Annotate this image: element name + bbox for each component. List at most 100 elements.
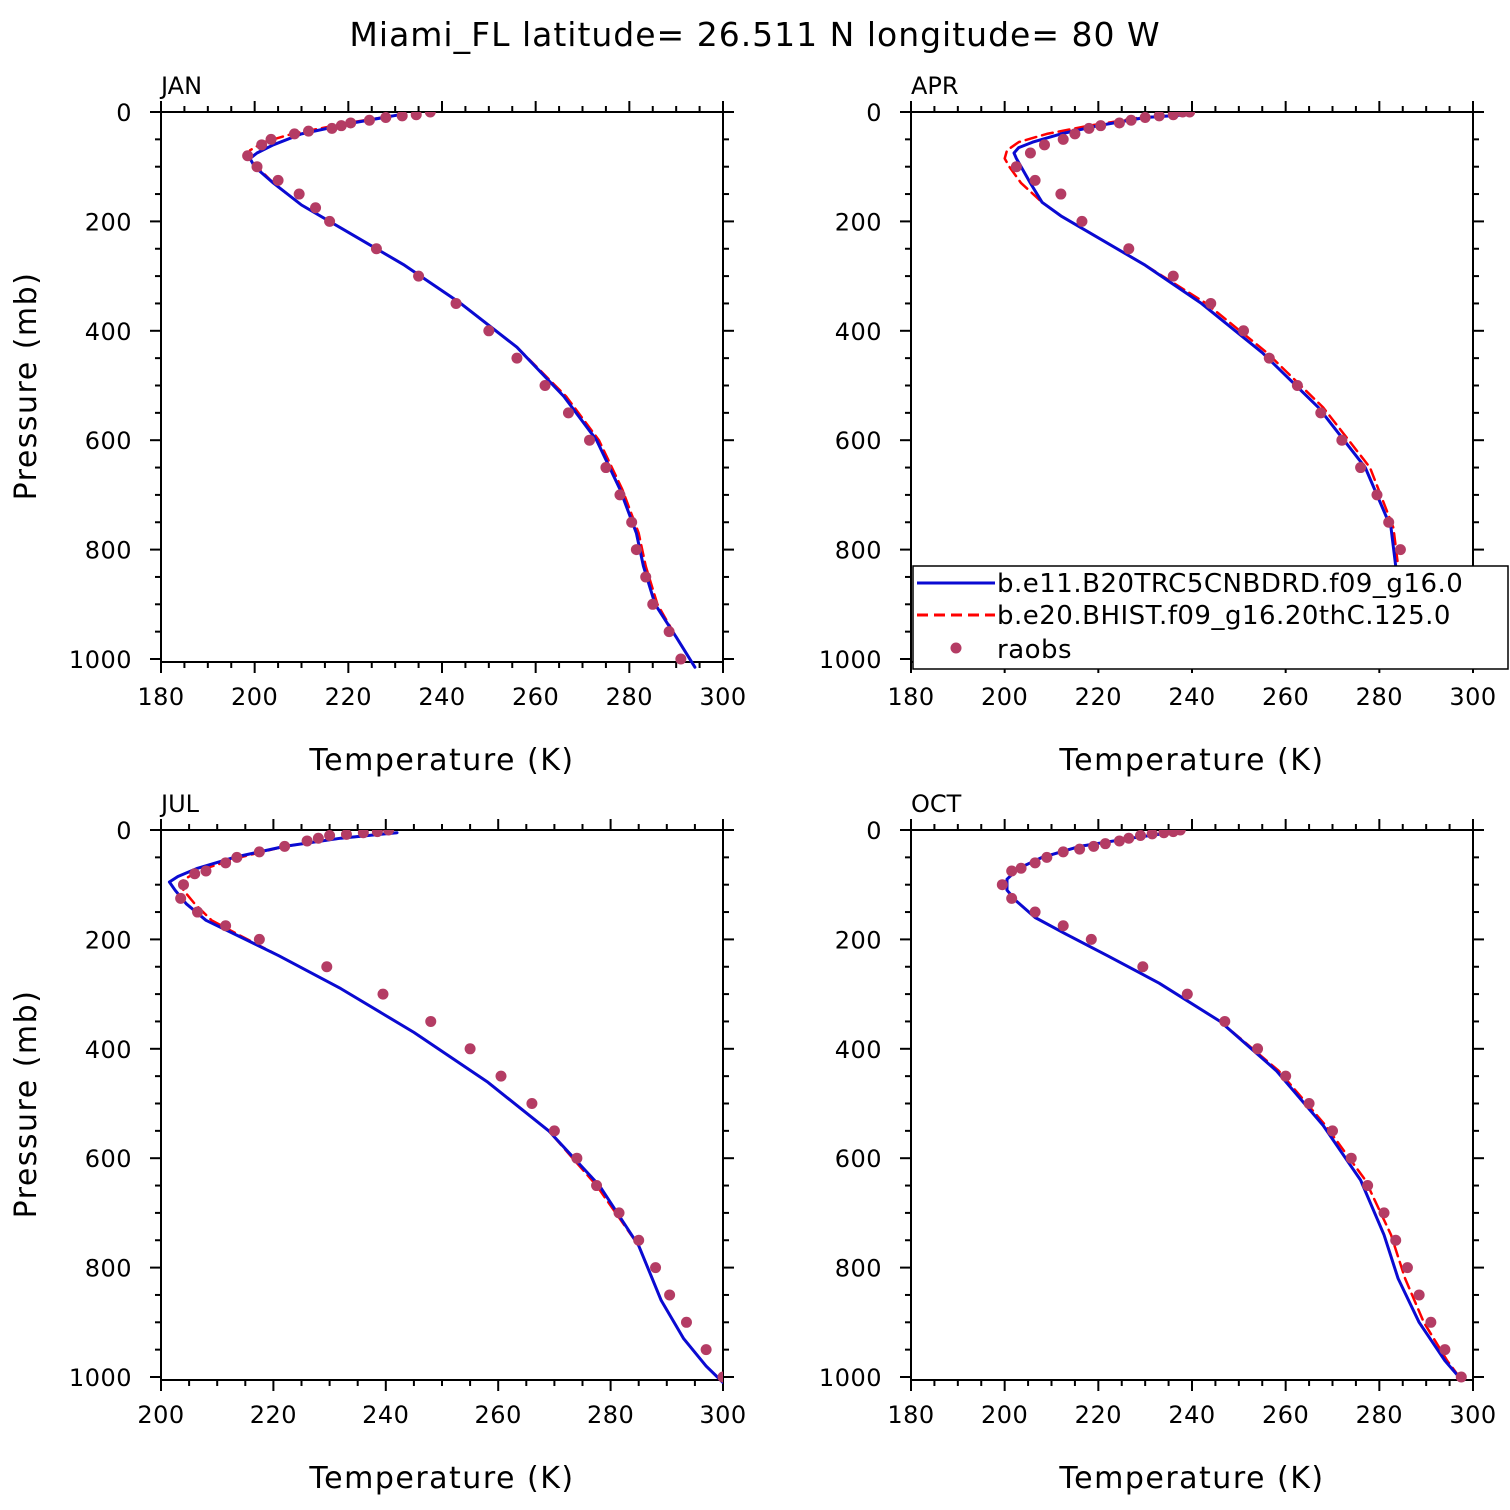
raobs-point-apr	[1038, 139, 1050, 151]
raobs-point-jan	[450, 297, 462, 309]
y-tick-label-jul: 400	[85, 1036, 132, 1064]
y-tick-label-jan: 600	[85, 427, 132, 455]
raobs-point-jul	[371, 830, 383, 838]
raobs-point-oct	[1303, 1098, 1315, 1109]
x-tick-label-oct: 300	[1449, 1401, 1496, 1429]
x-tick-label-apr: 260	[1262, 683, 1309, 711]
x-tick-label-apr: 280	[1356, 683, 1403, 711]
raobs-point-jul	[526, 1098, 538, 1109]
plot-area-oct	[996, 830, 1467, 1383]
raobs-point-jan	[511, 352, 523, 364]
x-tick-label-oct: 240	[1168, 1401, 1215, 1429]
x-tick-label-jul: 280	[587, 1401, 634, 1429]
panel-title-jan: JAN	[159, 72, 202, 100]
x-tick-label-jan: 180	[137, 683, 184, 711]
y-tick-label-jul: 1000	[69, 1364, 132, 1392]
y-tick-label-oct: 200	[835, 926, 882, 954]
raobs-point-oct	[1099, 838, 1111, 850]
raobs-point-jul	[192, 906, 204, 918]
raobs-point-jul	[301, 835, 313, 847]
raobs-point-jan	[562, 407, 574, 419]
y-tick-label-oct: 600	[835, 1145, 882, 1173]
raobs-point-oct	[1006, 865, 1018, 877]
raobs-point-apr	[1095, 120, 1107, 132]
raobs-point-apr	[1069, 128, 1081, 140]
y-tick-label-apr: 800	[835, 537, 882, 565]
x-axis-label-jan: Temperature (K)	[308, 743, 574, 778]
x-tick-label-oct: 200	[981, 1401, 1028, 1429]
raobs-point-oct	[1029, 857, 1041, 869]
raobs-point-oct	[1401, 1262, 1413, 1274]
raobs-point-jan	[326, 122, 338, 134]
raobs-point-oct	[1006, 892, 1018, 904]
raobs-point-jan	[251, 161, 263, 173]
raobs-point-jul	[312, 832, 324, 844]
x-tick-label-jul: 200	[137, 1401, 184, 1429]
raobs-point-oct	[1085, 933, 1097, 945]
raobs-point-oct	[1378, 1207, 1390, 1219]
raobs-point-oct	[1362, 1180, 1374, 1192]
raobs-point-jan	[335, 120, 347, 132]
plot-frame-oct	[910, 829, 1474, 1381]
x-tick-label-oct: 220	[1075, 1401, 1122, 1429]
plot-frame-jan	[160, 111, 724, 663]
raobs-point-oct	[1439, 1344, 1451, 1356]
x-tick-label-jan: 280	[606, 683, 653, 711]
raobs-point-jul	[383, 830, 395, 836]
raobs-point-oct	[1041, 851, 1053, 863]
raobs-point-jan	[675, 653, 687, 665]
y-tick-label-jan: 400	[85, 318, 132, 346]
x-tick-label-apr: 200	[981, 683, 1028, 711]
y-tick-label-apr: 600	[835, 427, 882, 455]
series-line-b-e11-jul	[167, 831, 723, 1384]
raobs-point-jul	[650, 1262, 662, 1274]
raobs-point-jan	[303, 125, 315, 137]
raobs-point-apr	[1010, 161, 1022, 173]
raobs-point-oct	[1219, 1015, 1231, 1027]
raobs-point-jul	[340, 830, 352, 840]
raobs-point-oct	[1137, 961, 1149, 973]
raobs-point-jan	[663, 626, 675, 638]
series-line-b-e11-apr	[1012, 113, 1454, 661]
raobs-point-jan	[614, 489, 626, 501]
raobs-point-apr	[1355, 462, 1367, 474]
x-tick-label-jan: 260	[512, 683, 559, 711]
raobs-point-oct	[1158, 830, 1170, 839]
raobs-point-jul	[253, 846, 265, 858]
raobs-point-oct	[1029, 906, 1041, 918]
raobs-point-jul	[189, 868, 201, 880]
y-tick-label-apr: 400	[835, 318, 882, 346]
raobs-point-oct	[1345, 1152, 1357, 1164]
panel-jul: JUL Temperature (K) Pressure (mb) 200 220…	[9, 790, 746, 1496]
y-tick-label-apr: 200	[835, 208, 882, 236]
raobs-point-jan	[242, 150, 254, 162]
raobs-point-jul	[321, 961, 333, 973]
raobs-point-apr	[1383, 516, 1395, 528]
raobs-point-oct	[1280, 1070, 1292, 1082]
y-tick-label-jul: 600	[85, 1145, 132, 1173]
raobs-point-apr	[1057, 133, 1069, 145]
raobs-point-oct	[1327, 1125, 1338, 1137]
raobs-point-apr	[1291, 380, 1303, 391]
raobs-point-jan	[370, 243, 382, 255]
y-tick-label-oct: 400	[835, 1036, 882, 1064]
raobs-point-jul	[680, 1316, 692, 1328]
raobs-point-apr	[1167, 270, 1179, 282]
x-tick-label-jan: 300	[699, 683, 746, 711]
y-axis-label-jul: Pressure (mb)	[9, 990, 44, 1219]
x-tick-label-jan: 240	[418, 683, 465, 711]
y-tick-label-apr: 1000	[819, 646, 882, 674]
raobs-point-jan	[345, 117, 357, 129]
y-tick-label-apr: 0	[866, 99, 882, 127]
panel-title-jul: JUL	[159, 790, 200, 818]
raobs-point-jul	[571, 1152, 583, 1164]
raobs-point-apr	[1029, 174, 1041, 186]
raobs-point-jul	[425, 1015, 437, 1027]
raobs-point-oct	[1074, 843, 1086, 855]
raobs-point-jan	[380, 112, 392, 123]
raobs-point-jul	[633, 1234, 645, 1246]
legend: b.e11.B20TRC5CNBDRD.f09_g16.0 b.e20.BHIS…	[912, 565, 1509, 670]
raobs-point-jan	[626, 516, 638, 528]
x-axis-label-oct: Temperature (K)	[1058, 1461, 1324, 1496]
raobs-point-oct	[1134, 830, 1146, 841]
